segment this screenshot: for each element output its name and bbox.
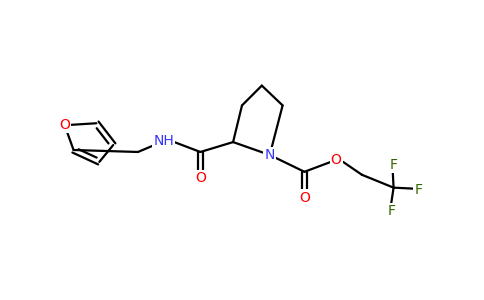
Text: N: N [265,148,275,162]
Text: O: O [59,118,70,132]
Text: F: F [414,183,423,196]
Text: O: O [331,153,342,167]
Text: NH: NH [153,134,174,148]
Text: F: F [390,158,397,172]
Text: O: O [299,190,310,205]
Text: O: O [195,171,206,185]
Text: F: F [388,204,395,218]
